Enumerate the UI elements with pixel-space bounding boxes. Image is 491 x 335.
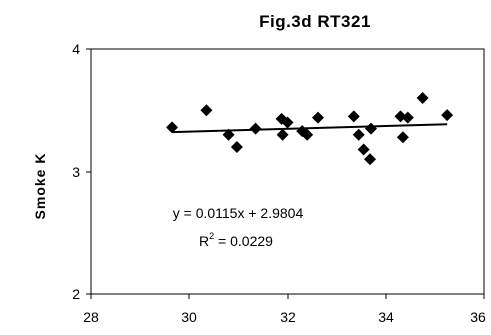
data-point bbox=[311, 111, 324, 124]
data-point bbox=[347, 110, 360, 123]
data-point bbox=[352, 128, 365, 141]
data-point bbox=[281, 116, 294, 129]
data-point bbox=[441, 109, 454, 122]
x-tick-label: 34 bbox=[378, 309, 394, 325]
data-point bbox=[222, 128, 235, 141]
r-squared-value: = 0.0229 bbox=[214, 233, 273, 249]
y-tick-label: 3 bbox=[72, 164, 80, 180]
data-point bbox=[166, 121, 179, 134]
data-point bbox=[200, 104, 213, 117]
trendline bbox=[172, 123, 448, 134]
y-axis-label: Smoke K bbox=[32, 153, 48, 220]
y-tick-label: 2 bbox=[72, 286, 80, 302]
r-squared-label: R2 = 0.0229 bbox=[199, 231, 273, 249]
data-points bbox=[166, 92, 454, 166]
chart-title: Fig.3d RT321 bbox=[259, 12, 371, 31]
x-tick-label: 28 bbox=[83, 309, 99, 325]
data-point bbox=[394, 110, 407, 123]
r-squared-exponent: 2 bbox=[209, 231, 214, 241]
data-point bbox=[357, 143, 370, 156]
data-point bbox=[249, 122, 262, 135]
x-axis: 28 30 32 34 36 bbox=[83, 294, 486, 325]
data-point bbox=[365, 122, 378, 135]
data-point bbox=[416, 92, 429, 104]
data-point bbox=[276, 128, 289, 141]
x-tick-label: 32 bbox=[280, 309, 296, 325]
data-point bbox=[396, 131, 409, 144]
y-axis: 4 3 2 bbox=[72, 41, 91, 302]
r-squared-symbol: R bbox=[199, 233, 209, 249]
data-point bbox=[301, 128, 314, 141]
data-point bbox=[401, 111, 414, 124]
plot-area bbox=[90, 48, 485, 295]
data-point bbox=[230, 141, 243, 153]
y-tick-label: 4 bbox=[72, 41, 80, 57]
trendline-equation: y = 0.0115x + 2.9804 bbox=[173, 205, 304, 221]
x-tick-label: 36 bbox=[470, 309, 486, 325]
x-tick-label: 30 bbox=[181, 309, 197, 325]
data-point bbox=[364, 153, 377, 166]
